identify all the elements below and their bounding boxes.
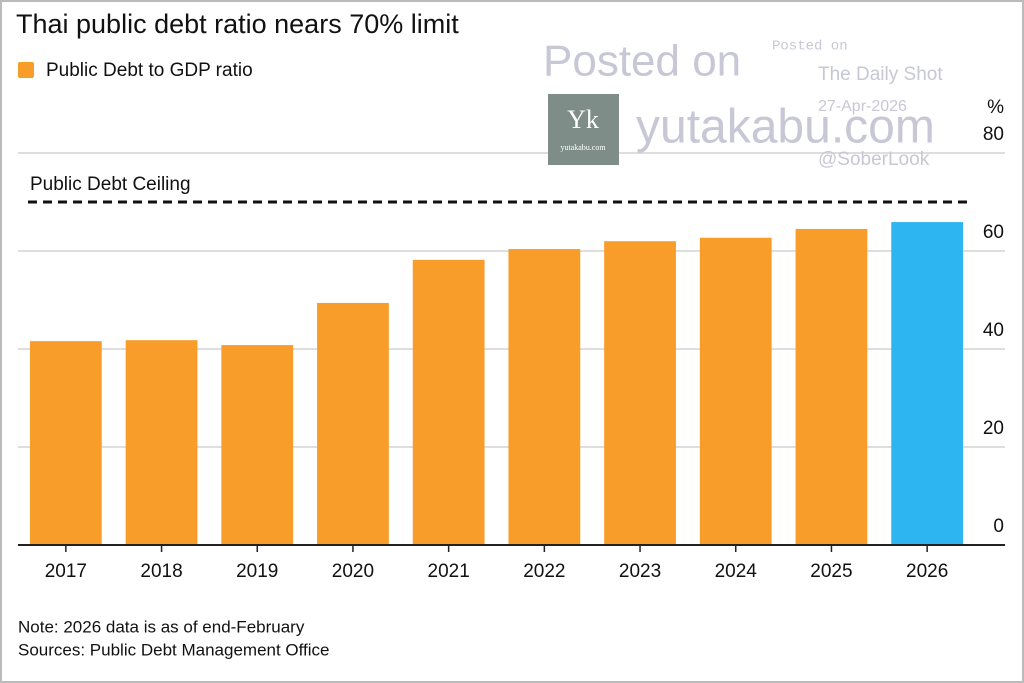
legend-label: Public Debt to GDP ratio: [46, 60, 253, 81]
x-tick-label: 2019: [236, 561, 278, 582]
reference-label: Public Debt Ceiling: [30, 174, 191, 195]
y-tick-label: 40: [983, 320, 1004, 341]
bar: [508, 249, 581, 546]
x-tick-label: 2025: [810, 561, 852, 582]
x-tick-label: 2024: [715, 561, 758, 582]
watermark-text: yutakabu.com: [636, 101, 935, 154]
watermark-text: @SoberLook: [818, 149, 930, 170]
y-unit: %: [987, 97, 1004, 118]
bar: [221, 345, 294, 545]
y-tick-label: 0: [993, 516, 1004, 537]
x-tick-label: 2023: [619, 561, 661, 582]
watermark-logo: [548, 94, 619, 165]
watermark-text: Posted on: [543, 37, 741, 86]
legend-swatch: [18, 62, 34, 78]
bar: [29, 341, 102, 545]
bar: [317, 302, 389, 545]
logo-sub: yutakabu.com: [560, 143, 606, 152]
source: Sources: Public Debt Management Office: [18, 640, 330, 659]
watermark-text: 27-Apr-2026: [818, 98, 907, 115]
watermark-text: Posted on: [772, 39, 848, 55]
x-tick-label: 2022: [523, 561, 565, 582]
x-tick-label: 2020: [332, 561, 374, 582]
note: Note: 2026 data is as of end-February: [18, 617, 305, 636]
bar: [795, 228, 868, 545]
bar: [125, 340, 198, 545]
watermark: Posted on yutakabu.com Yk yutakabu.com P…: [543, 37, 943, 170]
bar: [604, 241, 676, 545]
y-tick-label: 60: [983, 222, 1004, 243]
logo-text: Yk: [567, 105, 599, 134]
bar: [699, 237, 772, 545]
bar: [412, 259, 485, 545]
watermark-text: The Daily Shot: [818, 64, 943, 85]
y-tick-label: 80: [983, 124, 1004, 145]
y-tick-label: 20: [983, 418, 1004, 439]
bar: [891, 222, 964, 545]
x-tick-label: 2018: [140, 561, 182, 582]
x-tick-label: 2017: [45, 561, 87, 582]
x-tick-label: 2026: [906, 561, 948, 582]
chart-title: Thai public debt ratio nears 70% limit: [16, 9, 459, 39]
x-tick-label: 2021: [428, 561, 470, 582]
